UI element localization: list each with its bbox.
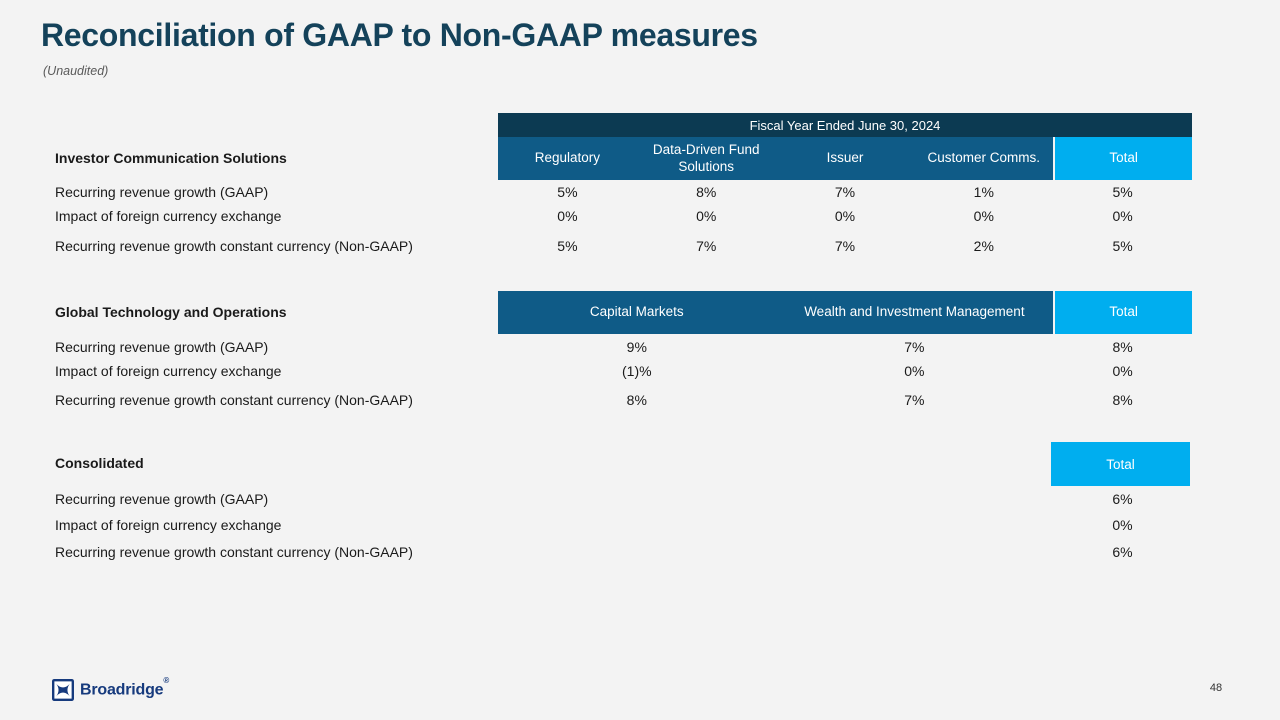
value-cell: (1)% [622,363,652,379]
value-cell: 8% [696,184,717,200]
row-values: 9% 7% 8% [498,339,1192,355]
value-cell: 5% [557,238,578,254]
row-values: 5% 8% 7% 1% 5% [498,184,1192,200]
value-cell: 5% [1112,238,1133,254]
row-label: Recurring revenue growth (GAAP) [55,491,269,507]
table-row: Impact of foreign currency exchange 0% [55,513,1192,537]
value-cell: 9% [626,339,647,355]
value-cell: 8% [1112,339,1133,355]
table1-col-total: Total [1053,137,1192,180]
page-title: Reconciliation of GAAP to Non-GAAP measu… [41,17,758,53]
table-row: Impact of foreign currency exchange 0% 0… [55,204,1192,228]
table-row: Recurring revenue growth (GAAP) 6% [55,487,1192,511]
row-label: Impact of foreign currency exchange [55,517,282,533]
value-cell: 5% [1112,184,1133,200]
row-values: (1)% 0% 0% [498,363,1192,379]
registered-mark: ® [163,675,170,685]
row-values: 0% [498,517,1192,533]
row-label: Recurring revenue growth constant curren… [55,238,413,254]
table-row: Impact of foreign currency exchange (1)%… [55,359,1192,383]
table1-header-row: Regulatory Data-Driven Fund Solutions Is… [498,137,1192,180]
row-values: 8% 7% 8% [498,392,1192,408]
table1-col-issuer: Issuer [775,137,915,180]
row-label: Impact of foreign currency exchange [55,363,282,379]
section-label-investor-communication-solutions: Investor Communication Solutions [55,150,287,166]
value-cell: 0% [557,208,578,224]
value-cell: 6% [1112,491,1133,507]
value-cell: 2% [973,238,994,254]
value-cell: 7% [696,238,717,254]
table-row: Recurring revenue growth (GAAP) 9% 7% 8% [55,335,1192,359]
broadridge-logo: Broadridge® [52,675,170,701]
value-cell: 5% [557,184,578,200]
unaudited-note: (Unaudited) [43,64,109,78]
value-cell: 7% [904,392,925,408]
row-values: 6% [498,544,1192,560]
row-label: Recurring revenue growth (GAAP) [55,339,269,355]
broadridge-logo-icon [52,679,74,701]
value-cell: 7% [834,238,856,254]
row-values: 6% [498,491,1192,507]
value-cell: 7% [834,184,856,200]
table-row: Recurring revenue growth constant curren… [55,388,1192,412]
value-cell: 0% [904,363,925,379]
table1-col-data-driven-fund-solutions: Data-Driven Fund Solutions [636,137,776,180]
value-cell: 8% [626,392,647,408]
row-values: 5% 7% 7% 2% 5% [498,238,1192,254]
page-number: 48 [1209,682,1223,694]
table-row: Recurring revenue growth constant curren… [55,540,1192,564]
value-cell: 0% [696,208,717,224]
table3-col-total: Total [1051,442,1190,486]
table-row: Recurring revenue growth (GAAP) 5% 8% 7%… [55,180,1192,204]
value-cell: 6% [1112,544,1133,560]
row-label: Recurring revenue growth constant curren… [55,392,413,408]
table2-col-wealth-and-investment-management: Wealth and Investment Management [775,291,1054,334]
fiscal-year-band: Fiscal Year Ended June 30, 2024 [498,113,1192,137]
section-label-global-technology-and-operations: Global Technology and Operations [55,304,287,320]
table2-col-total: Total [1053,291,1192,334]
broadridge-logo-text: Broadridge® [80,675,170,699]
section-label-consolidated: Consolidated [55,455,144,471]
value-cell: 7% [904,339,925,355]
value-cell: 0% [834,208,856,224]
value-cell: 0% [1112,208,1133,224]
value-cell: 0% [1112,517,1133,533]
table2-col-capital-markets: Capital Markets [498,291,776,334]
row-label: Recurring revenue growth (GAAP) [55,184,269,200]
table1-col-regulatory: Regulatory [498,137,637,180]
value-cell: 1% [973,184,994,200]
row-label: Recurring revenue growth constant curren… [55,544,413,560]
table2-header-row: Capital Markets Wealth and Investment Ma… [498,291,1192,334]
table-row: Recurring revenue growth constant curren… [55,234,1192,258]
value-cell: 0% [1112,363,1133,379]
value-cell: 8% [1112,392,1133,408]
table1-col-customer-comms: Customer Comms. [914,137,1054,180]
row-label: Impact of foreign currency exchange [55,208,282,224]
row-values: 0% 0% 0% 0% 0% [498,208,1192,224]
value-cell: 0% [973,208,994,224]
